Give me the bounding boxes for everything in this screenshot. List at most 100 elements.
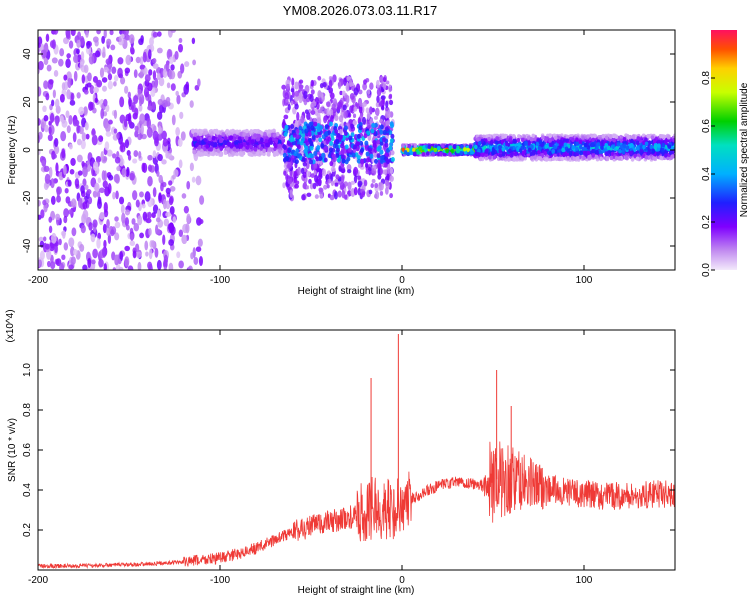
spectrogram-cell	[93, 86, 99, 94]
spectrogram-cell	[657, 139, 661, 144]
spectrogram-cell	[667, 144, 672, 149]
spectrogram-cell	[249, 129, 254, 134]
spectrogram-cell	[163, 266, 167, 270]
spectrogram-cell	[590, 142, 595, 148]
spectrogram-cell	[586, 134, 590, 139]
spectrogram-cell	[81, 132, 87, 142]
x-tick-label: -200	[28, 275, 48, 286]
spectrogram-cell	[322, 168, 327, 177]
spectrogram-cell	[170, 83, 176, 91]
spectrogram-cell	[181, 234, 188, 245]
spectrogram-cell	[348, 135, 353, 141]
spectrogram-cell	[100, 108, 105, 120]
spectrogram-cell	[326, 184, 330, 189]
spectrogram-cell	[388, 175, 394, 182]
spectrogram-cell	[308, 159, 313, 165]
spectrogram-cells	[38, 30, 675, 270]
spectrogram-cell	[96, 79, 103, 88]
spectrogram-cell	[353, 187, 358, 196]
spectrogram-cell	[599, 156, 604, 161]
spectrogram-cell	[143, 87, 150, 98]
spectrogram-cell	[131, 218, 136, 225]
spectrogram-cell	[335, 139, 340, 145]
spectrogram-cell	[184, 61, 190, 68]
spectrogram-cell	[71, 227, 77, 237]
spectrogram-cell	[113, 74, 119, 82]
spectrogram-cell	[384, 142, 389, 148]
spectrogram-cell	[513, 151, 518, 157]
spectrogram-cell	[537, 150, 541, 155]
spectrogram-cell	[120, 204, 125, 214]
spectrogram-cell	[537, 145, 542, 151]
spectrogram-cell	[152, 150, 157, 159]
spectrogram-cell	[463, 147, 467, 152]
spectrogram-cell	[148, 227, 152, 236]
spectrogram-cell	[498, 145, 502, 150]
spectrogram-cell	[672, 137, 675, 143]
spectrogram-cell	[651, 149, 656, 154]
spectrogram-cell	[294, 159, 299, 165]
spectrogram-cell	[63, 74, 68, 81]
spectrogram-cell	[508, 148, 512, 154]
colorbar-tick-label: 0.8	[701, 71, 712, 85]
spectrogram-cell	[344, 144, 349, 150]
spectrogram-cell	[445, 148, 449, 154]
spectrogram-cell	[138, 151, 142, 159]
spectrogram-cell	[48, 216, 53, 223]
spectrogram-cell	[285, 156, 290, 162]
spectrogram-cell	[219, 152, 224, 157]
spectrogram-cell	[290, 100, 294, 106]
spectrogram-cell	[644, 141, 649, 146]
spectrogram-cell	[169, 205, 175, 215]
spectrogram-cell	[317, 90, 322, 99]
spectrogram-cell	[118, 73, 124, 79]
spectrogram-cell	[388, 99, 394, 106]
spectrogram-cell	[371, 123, 376, 129]
spectrogram-cell	[572, 156, 577, 161]
spectrogram-cell	[556, 139, 561, 144]
spectrogram-cell	[548, 151, 553, 156]
spectrogram-cell	[571, 137, 575, 143]
spectrogram-cell	[330, 180, 335, 187]
spectrogram-cell	[353, 175, 358, 184]
spectrogram-cell	[171, 114, 176, 126]
spectrogram-cell	[135, 56, 141, 64]
spectrogram-cell	[282, 182, 286, 189]
spectrogram-cell	[316, 117, 322, 125]
spectrogram-cell	[138, 71, 144, 79]
spectrogram-cell	[310, 109, 316, 116]
spectrogram-cell	[189, 162, 194, 172]
spectrogram-cell	[308, 121, 313, 127]
spectrogram-cell	[427, 144, 432, 150]
spectrogram-cell	[212, 128, 217, 134]
spectrogram-cell	[652, 138, 657, 144]
spectrogram-cell	[310, 79, 315, 87]
spectrogram-cell	[317, 178, 322, 186]
spectrogram-cell	[127, 91, 131, 99]
spectrogram-cell	[377, 145, 382, 151]
spectrogram-cell	[175, 127, 180, 137]
spectrogram-cell	[342, 134, 347, 140]
spectrogram-cell	[365, 151, 370, 157]
spectrogram-cell	[192, 59, 197, 66]
spectrogram-cell	[313, 170, 317, 175]
spectrogram-cell	[301, 194, 306, 201]
spectrogram-cell	[180, 63, 185, 74]
spectrogram-cell	[92, 76, 99, 83]
spectrogram-cell	[76, 124, 80, 134]
spectrogram-cell	[109, 30, 114, 36]
spectrogram-cell	[370, 128, 375, 134]
spectrogram-cell	[53, 70, 59, 77]
spectrogram-cell	[403, 150, 408, 155]
spectrogram-cell	[61, 148, 66, 159]
spectrogram-cell	[106, 219, 110, 229]
spectrogram-cell	[341, 158, 346, 164]
spectrogram-cell	[152, 58, 157, 64]
spectrogram-cell	[586, 150, 591, 156]
spectrogram-cell	[295, 128, 300, 134]
spectrogram-cell	[61, 82, 66, 91]
spectrogram-cell	[614, 155, 619, 161]
spectrogram-cell	[141, 203, 146, 209]
spectrogram-cell	[512, 156, 517, 161]
